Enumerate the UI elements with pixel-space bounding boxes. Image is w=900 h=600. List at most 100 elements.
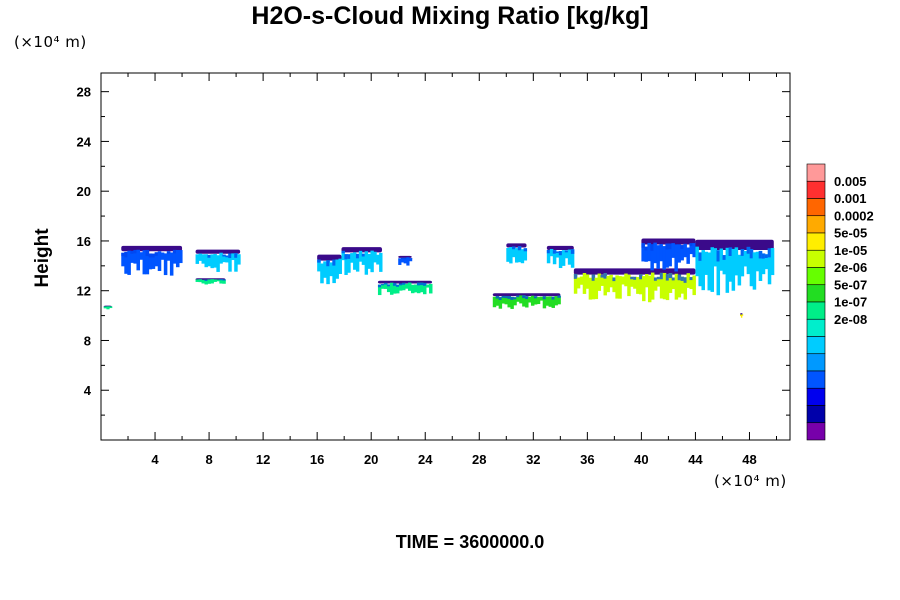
- cloud-cell: [719, 248, 724, 271]
- x-tick-label: 24: [418, 452, 433, 467]
- cloud-cell: [716, 250, 721, 296]
- cloud-cell: [671, 277, 676, 290]
- cloud-cell-edge: [317, 259, 321, 263]
- colorbar-swatch: [806, 249, 826, 268]
- cloud-cell: [323, 261, 327, 278]
- cloud-cell-edge: [326, 260, 330, 267]
- cloud-cell: [636, 277, 640, 294]
- cloud-cell: [353, 252, 357, 270]
- cloud-cell-edge: [166, 251, 171, 254]
- cloud-cell: [689, 277, 693, 290]
- cloud-cell-edge: [546, 249, 551, 254]
- y-tick-label: 12: [77, 284, 91, 299]
- cloud-cell: [416, 282, 421, 294]
- cloud-cell-edge: [630, 276, 634, 280]
- cloud-cell-edge: [552, 250, 557, 254]
- cloud-cell-edge: [121, 252, 125, 257]
- cloud-cell-edge: [504, 296, 508, 299]
- cloud-cell-edge: [573, 273, 578, 279]
- cloud-cell-edge: [377, 284, 382, 288]
- cloud-cell: [615, 275, 619, 299]
- cloud-cell: [755, 251, 760, 272]
- cloud-cell: [704, 251, 708, 275]
- colorbar-label: 2e-08: [834, 312, 867, 327]
- cloud-cell-edge: [222, 254, 226, 257]
- cloud-cell-edge: [398, 283, 403, 286]
- cloud-cell: [752, 252, 757, 290]
- cloud-field: [103, 238, 775, 318]
- cloud-cell: [612, 277, 616, 293]
- cloud-cell: [361, 253, 366, 265]
- cloud-cell: [549, 248, 554, 257]
- cloud-cell: [139, 252, 144, 260]
- cloud-cell: [231, 253, 235, 261]
- cloud-cell: [642, 276, 646, 302]
- colorbar-swatch: [806, 284, 826, 303]
- x-tick-label: 44: [688, 452, 703, 467]
- cloud-cell: [398, 283, 403, 291]
- cloud-cell: [501, 295, 506, 304]
- cloud-cell: [410, 284, 415, 294]
- cloud-cell: [204, 279, 208, 285]
- cloud-cell: [219, 279, 223, 284]
- x-axis: 4 8 12 16 20 24 28 32 36 40 44 48: [127, 73, 777, 467]
- cloud-cell: [169, 252, 174, 276]
- y-tick-label: 16: [77, 234, 91, 249]
- cloud-cell: [761, 253, 766, 275]
- cloud-cell-edge: [728, 247, 733, 256]
- cloud-cell: [380, 284, 385, 289]
- cloud-cell-edge: [600, 274, 604, 278]
- colorbar-label: 1e-07: [834, 295, 867, 310]
- cloud-cell: [576, 277, 581, 289]
- colorbar-swatch: [806, 232, 826, 251]
- colorbar-swatch: [806, 318, 826, 337]
- cloud-cell-edge: [124, 251, 128, 258]
- cloud-cell: [692, 243, 696, 258]
- cloud-cell: [698, 252, 702, 287]
- cloud-cell: [713, 248, 718, 267]
- cloud-cell: [662, 246, 666, 270]
- cloud-cell-edge: [558, 250, 563, 256]
- y-tick-label: 20: [77, 184, 91, 199]
- cloud-cell: [749, 249, 754, 287]
- y-axis: 4 8 12 16 20 24 28: [77, 85, 790, 416]
- cloud-cell: [668, 273, 673, 293]
- cloud-cell-edge: [749, 249, 754, 259]
- cloud-cell: [513, 297, 517, 306]
- cloud-cell: [398, 258, 402, 265]
- cloud-cell: [548, 296, 553, 307]
- cloud-cell-edge: [564, 250, 569, 253]
- cloud-cell: [386, 284, 391, 293]
- cloud-cell: [728, 247, 733, 282]
- cloud-cell-edge: [612, 277, 616, 282]
- cloud-cell: [216, 279, 220, 282]
- colorbar-swatch: [806, 336, 826, 355]
- cloud-cell-edge: [740, 249, 745, 256]
- cloud-cell-edge: [533, 296, 538, 299]
- cloud-cell-edge: [495, 296, 500, 299]
- cloud-cell: [740, 314, 742, 317]
- cloud-cell: [656, 276, 661, 287]
- cloud-cell: [400, 257, 405, 263]
- cloud-cell: [395, 284, 400, 294]
- x-tick-label: 32: [526, 452, 540, 467]
- cloud-cell-edge: [641, 243, 645, 248]
- cloud-cell: [422, 282, 427, 295]
- cloud-cell-edge: [683, 277, 688, 283]
- cloud-cell: [645, 274, 649, 288]
- cloud-cell: [364, 251, 369, 275]
- cloud-cell-edge: [344, 254, 348, 260]
- cloud-cell: [204, 254, 208, 268]
- cloud-cell: [546, 249, 551, 264]
- cloud-cell: [591, 274, 596, 300]
- cloud-cell: [509, 246, 513, 264]
- cloud-cell-edge: [517, 246, 522, 251]
- cloud-cell: [653, 242, 657, 264]
- cloud-cell: [624, 273, 628, 287]
- cloud-cell: [710, 247, 715, 292]
- cloud-cell: [683, 277, 688, 300]
- cloud-cell: [210, 279, 214, 284]
- cloud-cell: [198, 253, 203, 261]
- cloud-cell-edge: [633, 276, 637, 280]
- cloud-cell: [686, 247, 690, 264]
